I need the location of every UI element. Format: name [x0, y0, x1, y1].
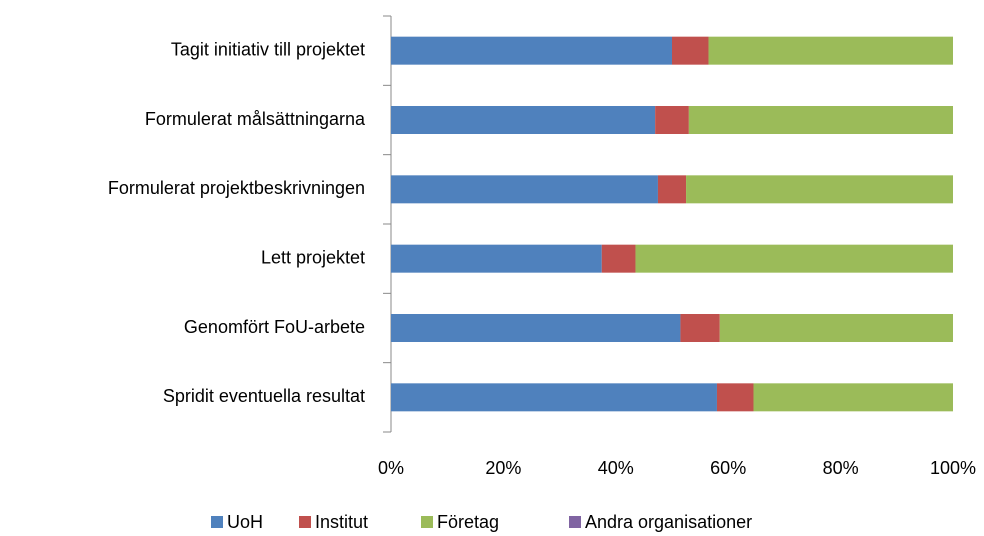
x-tick-label: 20%	[485, 458, 521, 478]
y-tick-label: Formulerat målsättningarna	[145, 109, 366, 129]
bar-segment	[753, 383, 953, 412]
legend-label: Företag	[437, 512, 499, 532]
bar-segment	[688, 106, 953, 134]
x-tick-label: 80%	[823, 458, 859, 478]
bar-segment	[680, 314, 720, 342]
bar-segment	[391, 175, 658, 204]
legend-swatch	[299, 516, 311, 528]
legend-label: Institut	[315, 512, 368, 532]
y-tick-label: Genomfört FoU-arbete	[184, 317, 365, 337]
x-tick-label: 40%	[598, 458, 634, 478]
bar-segment	[391, 383, 717, 412]
bar-segment	[686, 175, 953, 204]
legend-swatch	[569, 516, 581, 528]
y-tick-label: Lett projektet	[261, 247, 365, 267]
bar-segment	[719, 314, 953, 342]
bar-segment	[601, 244, 636, 273]
legend-swatch	[211, 516, 223, 528]
bar-segment	[657, 175, 687, 204]
bar-segment	[391, 244, 602, 273]
x-tick-label: 0%	[378, 458, 404, 478]
y-tick-label: Tagit initiativ till projektet	[171, 39, 365, 59]
bar-segment	[391, 36, 672, 65]
bar-segment	[391, 314, 681, 342]
bar-segment	[708, 36, 953, 65]
legend-label: Andra organisationer	[585, 512, 752, 532]
x-tick-label: 100%	[930, 458, 976, 478]
y-tick-label: Spridit eventuella resultat	[163, 386, 365, 406]
y-tick-label: Formulerat projektbeskrivningen	[108, 178, 365, 198]
legend-label: UoH	[227, 512, 263, 532]
bar-segment	[635, 244, 953, 273]
bar-segment	[391, 106, 656, 134]
x-tick-label: 60%	[710, 458, 746, 478]
bar-segment	[716, 383, 754, 412]
bar-segment	[655, 106, 689, 134]
legend-swatch	[421, 516, 433, 528]
bar-segment	[672, 36, 709, 65]
